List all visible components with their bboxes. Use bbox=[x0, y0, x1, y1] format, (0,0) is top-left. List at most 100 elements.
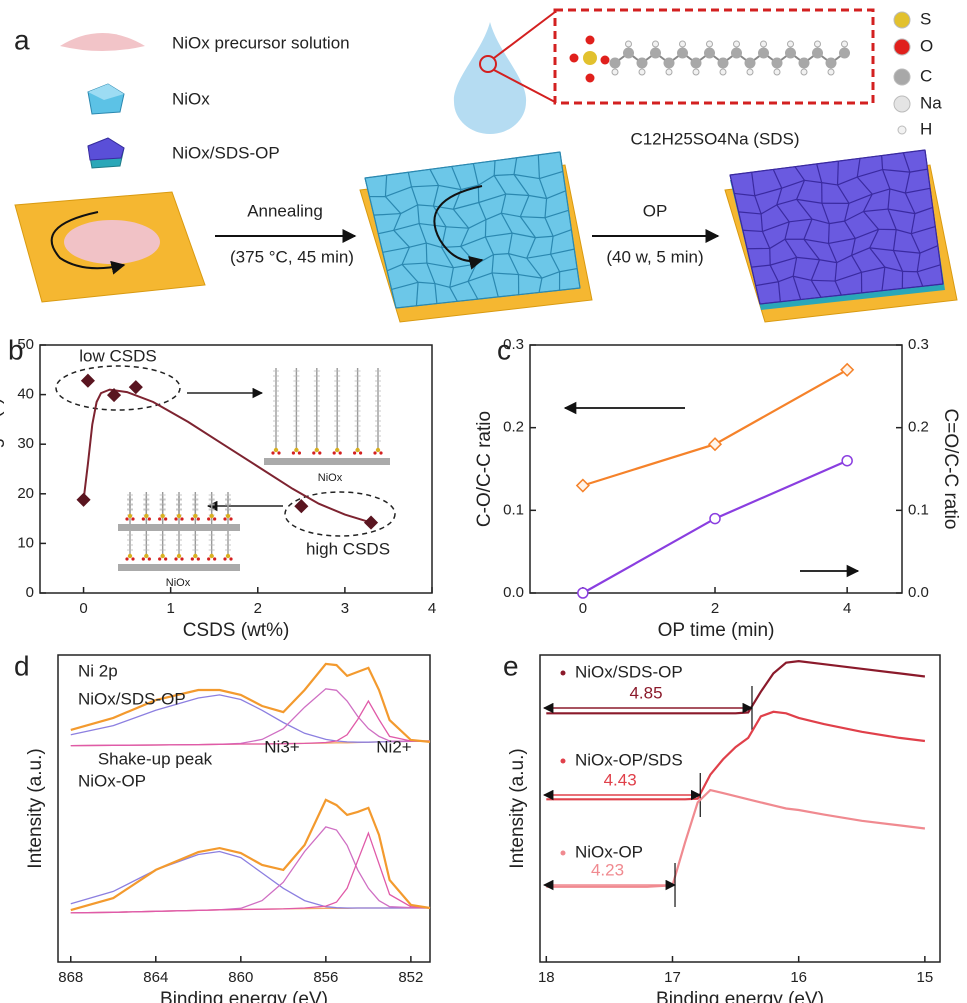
head bbox=[209, 514, 213, 518]
atom-swatch bbox=[894, 12, 910, 28]
marker bbox=[578, 588, 588, 598]
h-atom bbox=[747, 69, 753, 75]
x-tick-label: 2 bbox=[711, 600, 719, 617]
head bbox=[355, 448, 359, 452]
panel-label: a bbox=[14, 24, 30, 55]
substrate-bar bbox=[118, 524, 240, 531]
substrate-3 bbox=[725, 150, 957, 322]
marker bbox=[577, 480, 589, 492]
y-axis-label: Intensity (a.u.) bbox=[25, 748, 46, 868]
panel-label: e bbox=[503, 650, 519, 681]
c-atom bbox=[664, 58, 675, 69]
y-axis-label: Intensity (a.u.) bbox=[507, 748, 528, 868]
annotation: NiOx bbox=[166, 577, 191, 589]
head bbox=[376, 448, 380, 452]
marker bbox=[130, 381, 142, 393]
panel-label: d bbox=[14, 650, 30, 681]
fit-peak bbox=[71, 827, 430, 913]
head bbox=[197, 517, 200, 520]
head bbox=[174, 517, 177, 520]
y2-axis-label: C=O/C-C ratio bbox=[940, 409, 961, 530]
y-axis-label: Contact angle (°) bbox=[0, 398, 5, 541]
head bbox=[128, 554, 132, 558]
h-atom bbox=[653, 41, 659, 47]
head bbox=[158, 517, 161, 520]
c-atom bbox=[772, 58, 783, 69]
head bbox=[333, 451, 336, 454]
c-atom bbox=[704, 48, 715, 59]
panel-label: c bbox=[497, 334, 511, 365]
head bbox=[223, 557, 226, 560]
h-atom bbox=[626, 41, 632, 47]
legend-dot bbox=[561, 671, 566, 676]
head bbox=[160, 554, 164, 558]
h-atom bbox=[612, 69, 618, 75]
y2-tick-label: 0.1 bbox=[908, 501, 929, 518]
substrate-2 bbox=[360, 152, 592, 322]
annotation: Shake-up peak bbox=[98, 749, 213, 768]
h-atom bbox=[788, 41, 794, 47]
y2-tick-label: 0.3 bbox=[908, 336, 929, 353]
head bbox=[142, 517, 145, 520]
o-atom bbox=[601, 56, 610, 65]
step-name: OP bbox=[643, 201, 668, 220]
step-name: Annealing bbox=[247, 201, 323, 220]
head bbox=[318, 451, 321, 454]
marker bbox=[710, 514, 720, 524]
figure: a NiOx precursor solution NiOx NiOx/SDS-… bbox=[0, 0, 967, 1003]
x-tick-label: 4 bbox=[428, 600, 436, 617]
h-atom bbox=[815, 41, 821, 47]
crack bbox=[829, 224, 830, 244]
atom-swatch bbox=[898, 126, 906, 134]
x-tick-label: 18 bbox=[538, 969, 555, 986]
y2-tick-label: 0.2 bbox=[908, 419, 929, 436]
y-tick-label: 20 bbox=[17, 485, 34, 502]
step-condition: (375 °C, 45 min) bbox=[230, 247, 354, 266]
head bbox=[223, 517, 226, 520]
head bbox=[174, 557, 177, 560]
x-tick-label: 4 bbox=[843, 600, 851, 617]
h-atom bbox=[666, 69, 672, 75]
head bbox=[144, 514, 148, 518]
marker bbox=[365, 517, 377, 529]
h-atom bbox=[842, 41, 848, 47]
c-atom bbox=[731, 48, 742, 59]
head bbox=[131, 517, 134, 520]
h-atom bbox=[720, 69, 726, 75]
head bbox=[207, 557, 210, 560]
fit-curve bbox=[84, 390, 371, 523]
head bbox=[379, 451, 382, 454]
h-atom bbox=[801, 69, 807, 75]
x-tick-label: 860 bbox=[228, 969, 253, 986]
head bbox=[164, 557, 167, 560]
head bbox=[292, 451, 295, 454]
series-label: NiOx-OP bbox=[575, 842, 643, 861]
head bbox=[359, 451, 362, 454]
c-atom bbox=[677, 48, 688, 59]
atom-swatch bbox=[894, 96, 910, 112]
h-atom bbox=[680, 41, 686, 47]
head bbox=[158, 557, 161, 560]
atom-symbol: O bbox=[920, 36, 933, 55]
head bbox=[294, 448, 298, 452]
step-condition: (40 w, 5 min) bbox=[606, 247, 703, 266]
head bbox=[125, 557, 128, 560]
head bbox=[271, 451, 274, 454]
head bbox=[180, 557, 183, 560]
head bbox=[177, 554, 181, 558]
head bbox=[373, 451, 376, 454]
head bbox=[229, 557, 232, 560]
legend-text: NiOx precursor solution bbox=[172, 33, 350, 52]
head bbox=[213, 557, 216, 560]
molecule-model bbox=[570, 36, 851, 83]
head bbox=[144, 554, 148, 558]
h-atom bbox=[734, 41, 740, 47]
legend-dot bbox=[561, 759, 566, 764]
head bbox=[197, 557, 200, 560]
y-tick-label: 30 bbox=[17, 435, 34, 452]
o-atom bbox=[586, 36, 595, 45]
c-atom bbox=[812, 48, 823, 59]
marker bbox=[709, 438, 721, 450]
substrate-bar bbox=[118, 564, 240, 571]
annotation: Ni3+ bbox=[264, 737, 300, 756]
